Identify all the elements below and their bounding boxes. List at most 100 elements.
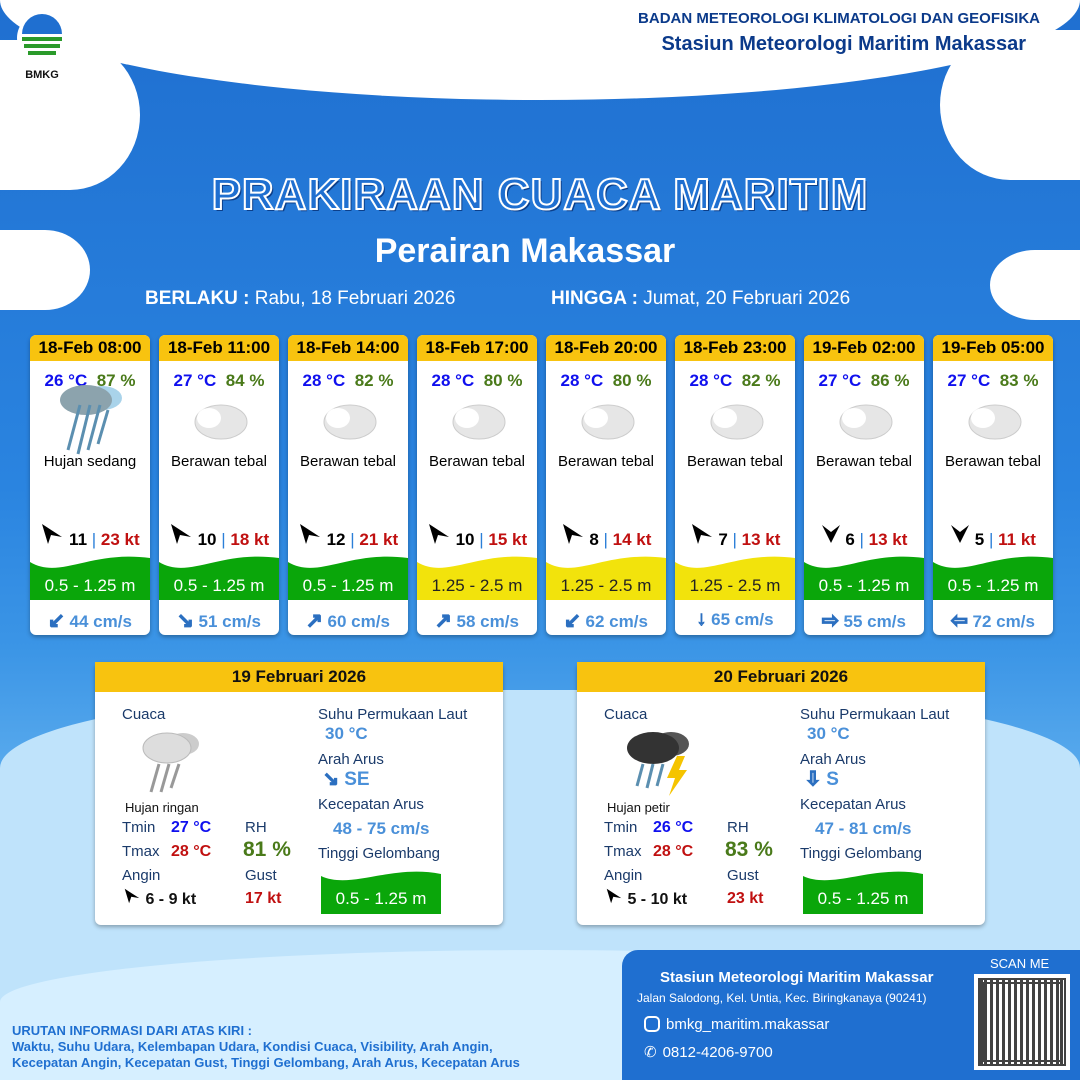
card-time: 19-Feb 02:00 — [804, 335, 924, 361]
gust-speed: 18 kt — [230, 530, 270, 549]
wind-info: 6 | 13 kt — [804, 523, 924, 551]
bmkg-logo: BMKG — [14, 12, 70, 81]
wind-arrow-south-icon — [950, 523, 970, 551]
instagram-handle: bmkg_maritim.makassar — [666, 1016, 830, 1033]
rh-value: 83 % — [725, 838, 773, 861]
gust-speed: 21 kt — [359, 530, 399, 549]
rain-icon — [30, 385, 150, 455]
logo-text: BMKG — [25, 69, 59, 81]
rh-value: 81 % — [243, 838, 291, 861]
humidity: 80 % — [483, 371, 523, 390]
weather-condition: Berawan tebal — [300, 453, 396, 470]
current-info: ↗ 58 cm/s — [417, 608, 537, 633]
phone-icon: ✆ — [644, 1044, 657, 1061]
current-info: ↙ 62 cm/s — [546, 608, 666, 633]
sst-value: 30 °C — [325, 724, 368, 743]
gust-speed: 11 kt — [998, 530, 1036, 549]
current-speed: 65 cm/s — [711, 610, 774, 629]
current-direction-icon: ⇩ — [805, 769, 822, 791]
wind-speed: 5 — [974, 530, 985, 549]
forecast-card: 18-Feb 17:00 28 °C 80 % Berawan tebal 10… — [417, 335, 537, 635]
wind-arrow-northwest-icon — [561, 523, 585, 551]
instagram-icon — [644, 1016, 660, 1032]
kec-value: 48 - 75 cm/s — [333, 819, 430, 838]
wind-speed: 6 — [845, 530, 855, 549]
phone-link[interactable]: ✆ 0812-4206-9700 — [644, 1043, 773, 1061]
temperature: 27 °C — [173, 371, 217, 390]
cloud-icon — [417, 391, 537, 449]
angin-speed: 5 - 10 kt — [627, 891, 688, 908]
temp-humidity: 28 °C 82 % — [675, 371, 795, 391]
current-info: ⇦ 72 cm/s — [933, 608, 1053, 633]
kec-label: Kecepatan Arus — [318, 796, 424, 813]
wave-height-band: 0.5 - 1.25 m — [804, 550, 924, 600]
footer-address: Jalan Salodong, Kel. Untia, Kec. Biringk… — [637, 991, 927, 1005]
wave-height: 1.25 - 2.5 m — [431, 576, 523, 595]
humidity: 84 % — [225, 371, 265, 390]
wind-speed: 11 — [69, 530, 88, 549]
card-time: 18-Feb 11:00 — [159, 335, 279, 361]
current-direction-icon: ↙ — [564, 610, 582, 633]
wave-height-band: 1.25 - 2.5 m — [546, 550, 666, 600]
wave-height-band: 0.5 - 1.25 m — [933, 550, 1053, 600]
current-speed: 55 cm/s — [843, 612, 906, 631]
gust-speed: 14 kt — [612, 530, 652, 549]
forecast-card: 18-Feb 08:00 26 °C 87 % Hujan sedang 11 … — [30, 335, 150, 635]
footer-station: Stasiun Meteorologi Maritim Makassar — [660, 969, 934, 986]
wave-height-band: 0.5 - 1.25 m — [288, 550, 408, 600]
instagram-link[interactable]: bmkg_maritim.makassar — [644, 1016, 829, 1033]
current-direction-icon: ↓ — [696, 608, 707, 631]
weather-condition: Hujan sedang — [43, 453, 137, 470]
wind-info: 8 | 14 kt — [546, 523, 666, 551]
tmax-label: Tmax — [604, 843, 642, 860]
temperature: 28 °C — [560, 371, 604, 390]
station-name: Stasiun Meteorologi Maritim Makassar — [661, 33, 1026, 55]
gust-speed: 23 kt — [100, 530, 140, 549]
gust-speed: 13 kt — [741, 530, 781, 549]
forecast-card: 19-Feb 02:00 27 °C 86 % Berawan tebal 6 … — [804, 335, 924, 635]
qr-code[interactable] — [974, 974, 1070, 1070]
cloud-icon — [288, 391, 408, 449]
weather-condition: Berawan tebal — [429, 453, 525, 470]
panel-date: 20 Februari 2026 — [577, 662, 985, 692]
forecast-card: 18-Feb 14:00 28 °C 82 % Berawan tebal 12… — [288, 335, 408, 635]
weather-condition: Berawan tebal — [558, 453, 654, 470]
tmin-value: 26 °C — [653, 819, 694, 836]
wind-info: 7 | 13 kt — [675, 523, 795, 551]
temp-humidity: 27 °C 84 % — [159, 371, 279, 391]
arus-direction: SE — [344, 769, 370, 790]
wind-arrow-south-icon — [821, 523, 841, 551]
sst-label: Suhu Permukaan Laut — [800, 706, 950, 723]
valid-to: HINGGA : Jumat, 20 Februari 2026 — [551, 288, 850, 310]
temp-humidity: 28 °C 80 % — [417, 371, 537, 391]
humidity: 87 % — [96, 371, 136, 390]
thunderstorm-icon — [617, 726, 697, 802]
cloud-decoration — [940, 30, 1080, 180]
current-speed: 62 cm/s — [585, 612, 648, 631]
wind-speed: 10 — [455, 530, 475, 549]
cloud-icon — [546, 391, 666, 449]
sst-label: Suhu Permukaan Laut — [318, 706, 468, 723]
cloud-decoration — [0, 230, 90, 310]
wave-label: Tinggi Gelombang — [800, 845, 923, 862]
kec-label: Kecepatan Arus — [800, 796, 906, 813]
tmin-value: 27 °C — [171, 819, 212, 836]
wind-arrow-northwest-icon — [298, 523, 322, 551]
wave-height-band: 0.5 - 1.25 m — [159, 550, 279, 600]
angin-label: Angin — [604, 867, 643, 884]
weather-condition: Berawan tebal — [171, 453, 267, 470]
daily-condition: Hujan ringan — [125, 800, 199, 815]
wave-height: 0.5 - 1.25 m — [44, 576, 136, 595]
gust-label: Gust — [245, 867, 277, 884]
wave-height: 0.5 - 1.25 m — [818, 576, 910, 595]
temperature: 28 °C — [689, 371, 733, 390]
humidity: 82 % — [741, 371, 781, 390]
tmax-label: Tmax — [122, 843, 160, 860]
current-direction-icon: ↗ — [306, 610, 324, 633]
gust-value: 17 kt — [245, 890, 282, 907]
forecast-card: 19-Feb 05:00 27 °C 83 % Berawan tebal 5 … — [933, 335, 1053, 635]
cloud-decoration — [0, 40, 140, 190]
wind-speed: 12 — [326, 530, 346, 549]
current-info: ↓ 65 cm/s — [675, 608, 795, 631]
wind-arrow-northwest-icon — [169, 523, 193, 551]
